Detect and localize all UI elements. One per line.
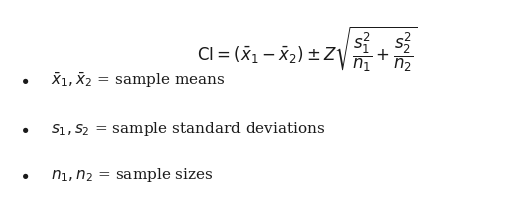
Text: $\bullet$: $\bullet$ (19, 119, 30, 137)
Text: $\bar{x}_1, \bar{x}_2$ = sample means: $\bar{x}_1, \bar{x}_2$ = sample means (51, 70, 226, 90)
Text: $n_1, n_2$ = sample sizes: $n_1, n_2$ = sample sizes (51, 165, 214, 183)
Text: $\bullet$: $\bullet$ (19, 165, 30, 183)
Text: $\mathrm{CI} = (\bar{x}_1 - \bar{x}_2) \pm Z\sqrt{\dfrac{s_1^2}{n_1} + \dfrac{s_: $\mathrm{CI} = (\bar{x}_1 - \bar{x}_2) \… (197, 24, 417, 73)
Text: $s_1, s_2$ = sample standard deviations: $s_1, s_2$ = sample standard deviations (51, 119, 326, 137)
Text: $\bullet$: $\bullet$ (19, 71, 30, 89)
